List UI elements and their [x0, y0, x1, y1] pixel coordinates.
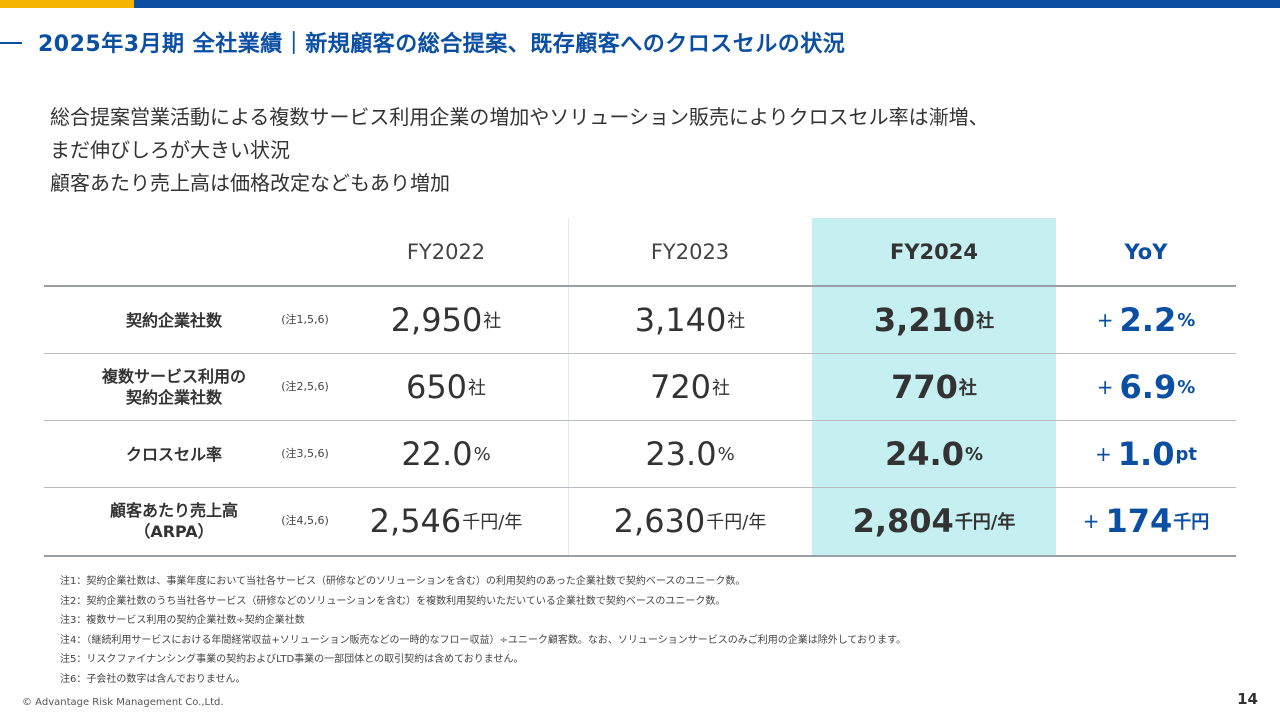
row-note: (注2,5,6) — [281, 380, 329, 393]
cell-yoy: +1.0 pt — [1056, 421, 1236, 487]
fy2024-highlight-column — [812, 218, 1056, 556]
row-divider — [44, 420, 1236, 421]
cell-unit: 千円/年 — [954, 512, 1016, 533]
cell-fy2022: 2,546 千円/年 — [324, 488, 568, 554]
cell-fy2023: 3,140 社 — [568, 287, 812, 353]
cell-value: 3,140 — [634, 301, 727, 339]
row-divider — [44, 353, 1236, 354]
row-label-line: 契約企業社数 — [125, 388, 222, 407]
cell-value: 2,950 — [390, 301, 483, 339]
table-row-multi-service-companies: 複数サービス利用の 契約企業社数 (注2,5,6) 650 社 720 社 770 社 … — [44, 354, 1236, 420]
column-header-yoy: YoY — [1124, 240, 1168, 264]
row-label: クロスセル率 — [64, 421, 284, 487]
footnote: 注4：（継続利用サービスにおける年間経常収益+ソリューション販売などの一時的なフ… — [60, 634, 907, 646]
cell-value: 2,546 — [369, 502, 462, 540]
cell-unit: 社 — [468, 378, 487, 399]
page-title: 2025年3月期 全社業績｜新規顧客の総合提案、既存顧客へのクロスセルの状況 — [38, 32, 846, 57]
cell-fy2024: 2,804 千円/年 — [812, 488, 1056, 554]
row-note: (注4,5,6) — [281, 514, 329, 527]
row-label-line: 顧客あたり売上高 — [109, 501, 238, 520]
cell-value: 2,630 — [613, 502, 706, 540]
cell-unit: 社 — [727, 311, 746, 332]
column-header-fy2022: FY2022 — [406, 240, 486, 264]
column-header-fy2023: FY2023 — [650, 240, 730, 264]
cell-value: 1.0 — [1117, 435, 1175, 473]
column-header-fy2024: FY2024 — [890, 240, 978, 264]
footnote: 注6：子会社の数字は含んでおりません。 — [60, 673, 246, 685]
cell-fy2024: 3,210 社 — [812, 287, 1056, 353]
cell-unit: % — [1177, 309, 1196, 331]
column-divider — [568, 218, 569, 556]
cell-unit: % — [1177, 376, 1196, 398]
table-top-border — [44, 285, 1236, 287]
yoy-sign: + — [1082, 509, 1100, 533]
cell-value: 2.2 — [1119, 301, 1177, 339]
row-label-line: 複数サービス利用の — [101, 367, 246, 386]
cell-value: 24.0 — [885, 435, 964, 473]
row-label-line: （ARPA） — [134, 522, 214, 541]
footnote: 注3：複数サービス利用の契約企業社数÷契約企業社数 — [60, 615, 305, 626]
cell-value: 650 — [405, 368, 468, 406]
footnotes: 注1：契約企業社数は、事業年度において当社各サービス（研修などのソリューションを… — [60, 572, 906, 689]
cell-yoy: +2.2% — [1056, 287, 1236, 353]
cell-yoy: +6.9% — [1056, 354, 1236, 420]
cell-value: 22.0 — [401, 435, 473, 473]
cell-unit: 社 — [712, 378, 731, 399]
footnote: 注2：契約企業社数のうち当社各サービス（研修などのソリューションを含む）を複数利… — [60, 595, 726, 607]
cell-fy2023: 23.0% — [568, 421, 812, 487]
row-divider — [44, 487, 1236, 488]
cell-value: 2,804 — [852, 502, 954, 540]
cell-fy2023: 2,630 千円/年 — [568, 488, 812, 554]
cell-fy2022: 22.0% — [324, 421, 568, 487]
lead-line: 顧客あたり売上高は価格改定などもあり増加 — [50, 171, 450, 195]
cell-unit: 千円/年 — [462, 512, 523, 533]
row-label: 契約企業社数 — [64, 287, 284, 353]
cell-value: 174 — [1105, 502, 1173, 540]
cell-fy2024: 24.0% — [812, 421, 1056, 487]
yoy-sign: + — [1095, 442, 1112, 466]
cell-value: 6.9 — [1119, 368, 1177, 406]
cell-value: 720 — [649, 368, 712, 406]
lead-text: 総合提案営業活動による複数サービス利用企業の増加やソリューション販売によりクロス… — [50, 101, 989, 200]
row-label-line: 契約企業社数 — [125, 310, 222, 330]
cell-fy2022: 2,950 社 — [324, 287, 568, 353]
table-row-contract-companies: 契約企業社数 (注1,5,6) 2,950 社 3,140 社 3,210 社 +2.… — [44, 287, 1236, 353]
cell-unit: 千円 — [1173, 512, 1210, 533]
yoy-sign: + — [1096, 308, 1114, 332]
copyright: © Advantage Risk Management Co.,Ltd. — [22, 697, 224, 708]
cell-fy2024: 770 社 — [812, 354, 1056, 420]
row-label: 顧客あたり売上高 （ARPA） — [64, 488, 284, 554]
lead-line: 総合提案営業活動による複数サービス利用企業の増加やソリューション販売によりクロス… — [50, 105, 989, 129]
table-row-arpa: 顧客あたり売上高 （ARPA） (注4,5,6) 2,546 千円/年 2,630 千… — [44, 488, 1236, 554]
page-number: 14 — [1237, 690, 1258, 708]
title-dash — [0, 42, 22, 44]
cell-unit: pt — [1175, 443, 1197, 465]
cell-unit: 社 — [958, 378, 977, 399]
table-bottom-border — [44, 555, 1236, 557]
cell-value: 770 — [891, 368, 958, 406]
cell-fy2022: 650 社 — [324, 354, 568, 420]
row-note: (注3,5,6) — [281, 447, 329, 460]
row-label: 複数サービス利用の 契約企業社数 — [64, 354, 284, 420]
lead-line: まだ伸びしろが大きい状況 — [50, 138, 290, 162]
yoy-sign: + — [1096, 375, 1114, 399]
footnote: 注5：リスクファイナンシング事業の契約およびLTD事業の一部団体との取引契約は含… — [60, 654, 524, 665]
top-accent-bar — [0, 0, 134, 8]
cell-unit: 社 — [976, 311, 995, 332]
cell-unit: 千円/年 — [706, 512, 767, 533]
cell-unit: % — [964, 443, 983, 465]
cell-value: 23.0 — [645, 435, 717, 473]
cell-yoy: +174 千円 — [1056, 488, 1236, 554]
top-color-bar — [0, 0, 1280, 8]
cell-fy2023: 720 社 — [568, 354, 812, 420]
row-label-line: クロスセル率 — [125, 444, 222, 464]
cell-unit: % — [717, 443, 735, 465]
cell-value: 3,210 — [873, 301, 976, 339]
cell-unit: 社 — [483, 311, 502, 332]
cell-unit: % — [473, 443, 491, 465]
table-row-cross-sell-rate: クロスセル率 (注3,5,6) 22.0% 23.0% 24.0% +1.0 pt — [44, 421, 1236, 487]
footnote: 注1：契約企業社数は、事業年度において当社各サービス（研修などのソリューションを… — [60, 576, 746, 587]
row-note: (注1,5,6) — [281, 313, 329, 326]
